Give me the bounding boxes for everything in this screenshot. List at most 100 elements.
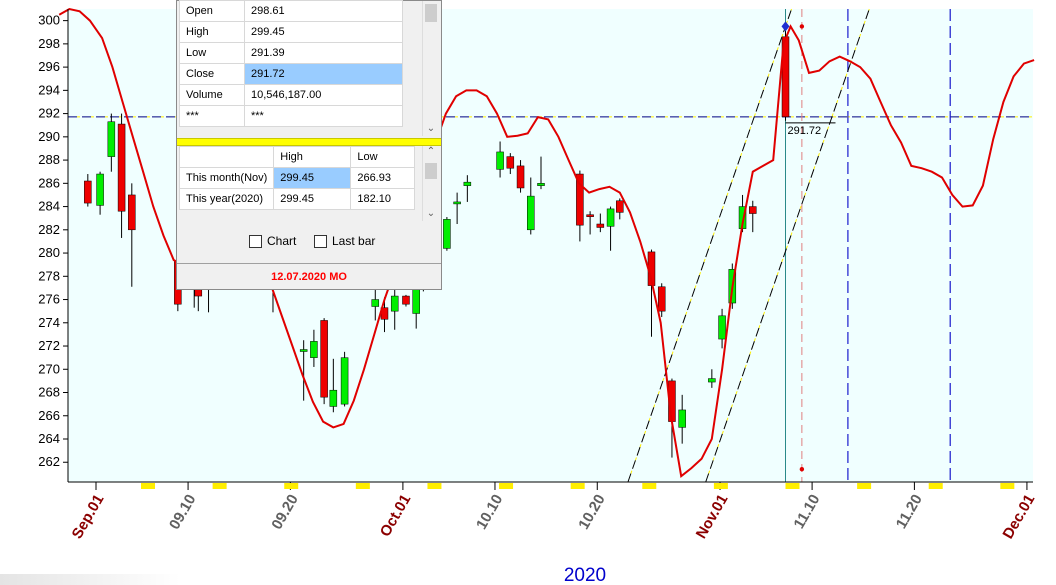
candle <box>453 192 461 224</box>
range-row[interactable]: This month(Nov) 299.45 266.93 <box>178 167 415 189</box>
candle-body <box>516 165 525 189</box>
candle <box>576 170 584 242</box>
candle <box>718 308 726 349</box>
last-bar-diamond <box>781 21 790 32</box>
candle-body <box>537 183 545 186</box>
weekend-marker <box>570 483 585 489</box>
ohlc-scrollbar[interactable]: ⌄ <box>422 1 439 136</box>
candle <box>463 175 472 202</box>
candle-body <box>606 208 615 227</box>
trend-line-accent <box>627 8 793 483</box>
candle-body <box>128 194 136 231</box>
y-tick-label: 270 <box>38 361 60 376</box>
range-low: 266.93 <box>350 167 415 189</box>
candle-body <box>340 357 349 405</box>
current-price-label: 291.72 <box>788 125 822 137</box>
ohlc-value: 299.45 <box>244 21 403 43</box>
candle-body <box>496 151 504 170</box>
candle-body <box>390 295 399 312</box>
weekend-marker <box>1000 483 1015 489</box>
chart-checkbox[interactable]: Chart <box>249 234 296 248</box>
y-tick-label: 296 <box>38 59 60 74</box>
scroll-down-icon[interactable]: ⌄ <box>426 208 436 219</box>
ohlc-value: 291.39 <box>244 42 403 64</box>
scroll-down-icon[interactable]: ⌄ <box>426 123 436 134</box>
range-scrollbar[interactable]: ⌃ ⌄ <box>422 146 439 221</box>
x-tick-label: 10.20 <box>575 492 608 533</box>
y-tick-label: 268 <box>38 385 60 400</box>
ohlc-row[interactable]: Volume 10,546,187.00 <box>179 84 403 106</box>
candle <box>527 177 535 235</box>
x-tick-label: Sep.01 <box>69 492 108 542</box>
candle-body <box>718 315 726 340</box>
range-label: This month(Nov) <box>178 167 275 189</box>
weekend-marker <box>642 483 657 489</box>
ohlc-row[interactable]: Low 291.39 <box>179 42 403 64</box>
scroll-thumb[interactable] <box>425 4 437 22</box>
candle <box>390 284 399 330</box>
weekend-marker <box>141 483 156 489</box>
x-tick-label: 09.10 <box>166 492 199 533</box>
checkbox-box[interactable] <box>249 234 262 248</box>
weekend-marker <box>785 483 800 489</box>
scroll-thumb[interactable] <box>425 163 437 179</box>
weekend-marker <box>499 483 514 489</box>
ohlc-value: 298.61 <box>244 0 403 22</box>
candle-body <box>453 201 461 205</box>
x-axis-ticks: Sep.01 09.10 09.20 Oct.01 10.10 10.20 Nov.01 11… <box>69 482 1038 542</box>
x-tick-label: 09.20 <box>268 492 301 533</box>
info-panel: Open 298.61 High 299.45 Low 291.39 Close 291.72… <box>176 0 442 290</box>
y-axis-ticks: 262 264 266 268 270 272 274 276 278 280 282 284 286 2… <box>38 13 68 469</box>
candle-body <box>506 156 515 169</box>
candle <box>606 206 615 251</box>
y-tick-label: 264 <box>38 431 60 446</box>
candle <box>616 198 624 220</box>
candle-body <box>299 349 308 352</box>
candle <box>749 200 757 233</box>
candle-body <box>107 121 116 157</box>
range-row[interactable]: This year(2020) 299.45 182.10 <box>178 188 415 210</box>
last-bar-markers: 291.72 <box>781 21 836 472</box>
x-tick-label: Dec.01 <box>999 492 1038 542</box>
y-tick-label: 300 <box>38 13 60 28</box>
ohlc-value: 10,546,187.00 <box>244 84 403 106</box>
ohlc-row[interactable]: Open 298.61 <box>179 0 403 22</box>
x-tick-label: 10.10 <box>473 491 506 532</box>
ohlc-row[interactable]: High 299.45 <box>179 21 403 43</box>
lastbar-checkbox[interactable]: Last bar <box>314 234 375 248</box>
y-tick-label: 278 <box>38 268 60 283</box>
x-tick-label: 11.20 <box>893 492 926 532</box>
candle <box>586 211 594 235</box>
range-low: 182.10 <box>350 188 415 210</box>
candle <box>516 160 525 193</box>
candle-body <box>657 286 666 312</box>
candle-body <box>616 200 624 213</box>
range-header-high: High <box>273 146 352 168</box>
projection-dot <box>799 24 805 29</box>
ohlc-value: 291.72 <box>244 63 403 85</box>
candle <box>84 174 92 207</box>
y-tick-label: 290 <box>38 129 60 144</box>
candle <box>678 394 686 444</box>
chart-checkbox-label: Chart <box>267 234 297 248</box>
ohlc-label: Volume <box>179 84 245 106</box>
x-tick-label: 11.10 <box>790 492 823 532</box>
splitter-bar[interactable] <box>177 138 441 146</box>
scroll-up-icon[interactable]: ⌃ <box>426 146 436 157</box>
checkbox-box[interactable] <box>314 234 327 248</box>
candle-body <box>749 206 757 214</box>
candle <box>310 329 318 367</box>
candle-body <box>117 123 126 212</box>
candle <box>320 318 328 405</box>
candle <box>506 153 515 175</box>
ohlc-row[interactable]: Close 291.72 <box>179 63 403 85</box>
candle <box>340 351 349 407</box>
candle <box>117 113 126 238</box>
y-tick-label: 266 <box>38 408 60 423</box>
trend-line-accent <box>705 8 870 483</box>
ohlc-row[interactable]: *** *** <box>179 105 403 127</box>
weekend-marker <box>928 483 943 489</box>
candle <box>128 183 136 287</box>
weekend-marker <box>427 483 442 489</box>
